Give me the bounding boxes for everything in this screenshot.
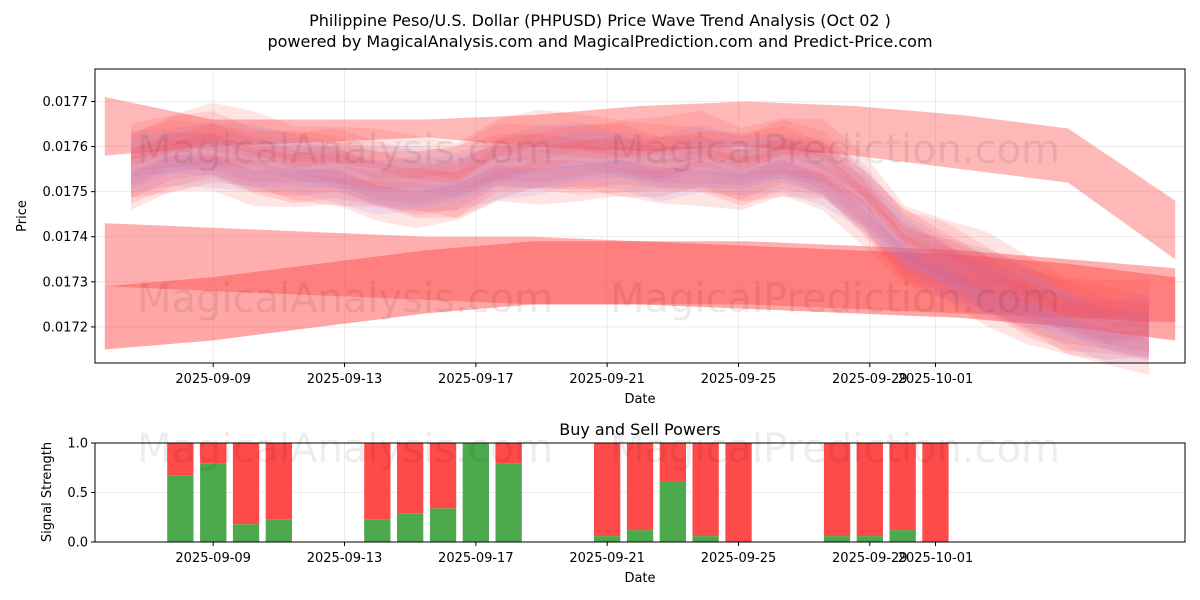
buy-bar	[495, 463, 522, 542]
price-y-tick-label: 0.0177	[43, 95, 89, 110]
price-wave-6	[131, 130, 1149, 364]
sell-bar	[364, 443, 391, 520]
watermark-right-signal: MagicalPrediction.com	[610, 426, 1060, 472]
buy-bar	[889, 530, 916, 542]
signal-chart-title: Buy and Sell Powers	[559, 420, 721, 439]
watermark-right-upper: MagicalPrediction.com	[610, 127, 1060, 173]
price-waves	[131, 102, 1149, 375]
buy-bar	[594, 536, 621, 542]
sell-bar	[167, 443, 194, 476]
chart-title: Philippine Peso/U.S. Dollar (PHPUSD) Pri…	[309, 11, 891, 30]
price-wave-3	[131, 120, 1149, 329]
buy-bar	[659, 481, 686, 542]
price-y-tick-label: 0.0174	[43, 230, 89, 245]
signal-x-tick-label: 2025-09-09	[175, 551, 251, 566]
signal-y-ticks: 0.0 0.5 1.0	[67, 437, 95, 551]
price-wave-10	[131, 123, 1149, 323]
price-y-ticks: 0.0172 0.0173 0.0174 0.0175 0.0176 0.0177	[43, 95, 95, 335]
price-x-tick-label: 2025-09-21	[569, 372, 645, 387]
price-x-tick-label: 2025-09-29	[832, 372, 908, 387]
signal-x-tick-label: 2025-09-25	[701, 551, 777, 566]
buy-bar	[626, 530, 654, 542]
price-x-tick-label: 2025-09-13	[307, 372, 383, 387]
sell-bar	[922, 443, 949, 542]
buy-bar	[232, 524, 260, 542]
price-axes-frame	[94, 68, 1186, 364]
price-y-tick-label: 0.0173	[43, 275, 89, 290]
price-y-tick-label: 0.0175	[43, 185, 89, 200]
sell-bar	[626, 443, 654, 531]
signal-x-tick-label: 2025-10-01	[898, 551, 974, 566]
buy-bar	[265, 519, 292, 542]
price-wave-8	[131, 154, 1149, 375]
sell-bar	[692, 443, 719, 537]
price-wave-9	[131, 143, 1149, 342]
signal-x-label: Date	[624, 571, 655, 586]
buy-bar	[856, 536, 883, 542]
buy-bar	[364, 519, 391, 542]
signal-bars	[167, 443, 949, 542]
buy-bar	[692, 536, 719, 542]
signal-x-tick-label: 2025-09-29	[832, 551, 908, 566]
sell-bar	[232, 443, 260, 525]
price-wave-5	[131, 111, 1149, 360]
price-band-2	[104, 241, 1176, 350]
signal-x-tick-label: 2025-09-17	[438, 551, 514, 566]
buy-bar	[823, 536, 851, 542]
watermark-left-signal: MagicalAnalysis.com	[137, 426, 553, 472]
signal-y-label: Signal Strength	[40, 442, 55, 542]
buy-bar	[167, 475, 194, 542]
price-wave-2	[131, 132, 1149, 361]
price-bands	[104, 97, 1176, 350]
signal-x-tick-label: 2025-09-21	[569, 551, 645, 566]
buy-bar	[200, 463, 227, 542]
chart-subtitle: powered by MagicalAnalysis.com and Magic…	[267, 32, 932, 51]
signal-x-ticks: 2025-09-09 2025-09-13 2025-09-17 2025-09-21…	[175, 542, 973, 566]
sell-bar	[725, 443, 752, 542]
sell-bar	[265, 443, 292, 520]
signal-y-tick-label: 0.5	[67, 486, 88, 501]
price-y-tick-label: 0.0176	[43, 140, 89, 155]
sell-bar	[594, 443, 621, 537]
signal-x-tick-label: 2025-09-13	[307, 551, 383, 566]
price-x-label: Date	[624, 392, 655, 407]
sell-bar	[397, 443, 424, 514]
sell-bar	[429, 443, 457, 509]
watermark-left-upper: MagicalAnalysis.com	[137, 127, 553, 173]
sell-bar	[889, 443, 916, 531]
buy-bar	[462, 443, 489, 542]
price-wave-4	[131, 155, 1149, 360]
price-y-label: Price	[15, 200, 30, 232]
price-wave-1	[131, 121, 1149, 345]
price-x-tick-label: 2025-09-17	[438, 372, 514, 387]
sell-bar	[856, 443, 883, 537]
price-x-tick-label: 2025-09-09	[175, 372, 251, 387]
watermark-left: MagicalAnalysis.com	[137, 276, 553, 322]
price-x-ticks: 2025-09-09 2025-09-13 2025-09-17 2025-09-21…	[175, 363, 973, 387]
price-x-tick-label: 2025-10-01	[898, 372, 974, 387]
price-band-0	[104, 97, 1176, 260]
price-y-tick-label: 0.0172	[43, 320, 89, 335]
watermark-right: MagicalPrediction.com	[610, 276, 1060, 322]
sell-bar	[659, 443, 686, 482]
sell-bar	[495, 443, 522, 464]
signal-y-tick-label: 1.0	[67, 437, 88, 452]
sell-bar	[823, 443, 851, 537]
price-x-tick-label: 2025-09-25	[701, 372, 777, 387]
sell-bar	[200, 443, 227, 464]
price-wave-11	[131, 154, 1149, 357]
signal-y-tick-label: 0.0	[67, 536, 88, 551]
buy-bar	[397, 513, 424, 542]
price-wave-0	[131, 132, 1149, 353]
price-wave-7	[131, 102, 1149, 316]
buy-bar	[429, 508, 457, 542]
